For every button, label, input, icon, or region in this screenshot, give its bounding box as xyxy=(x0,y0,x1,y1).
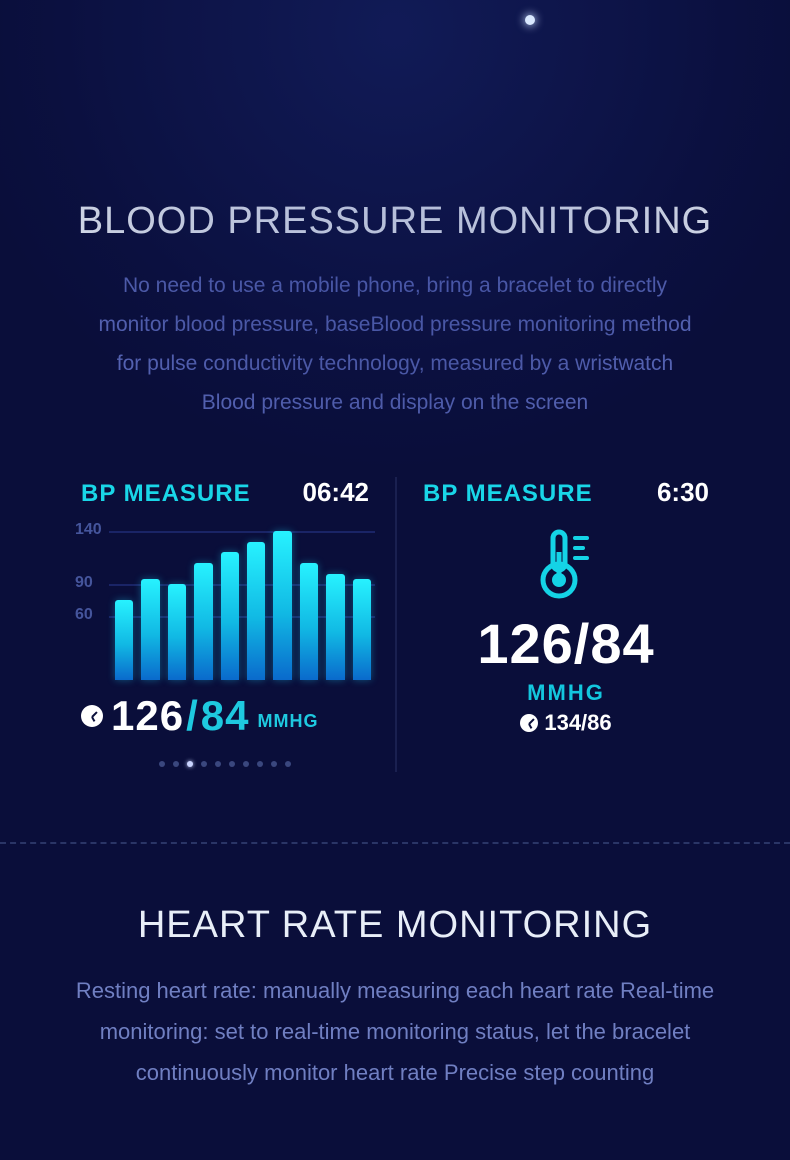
bp-chart-label: BP MEASURE xyxy=(81,480,251,508)
bp-chart-panel: BP MEASURE 06:42 140 90 60 126/84 MMHG xyxy=(55,477,395,772)
y-tick: 90 xyxy=(75,574,93,592)
bp-reading-label: BP MEASURE xyxy=(423,480,593,508)
bar xyxy=(300,563,318,680)
bp-sub-value: 134/86 xyxy=(544,710,611,736)
clock-icon xyxy=(520,714,538,732)
bar xyxy=(247,542,265,681)
pager-dot[interactable] xyxy=(173,761,179,767)
pager-dot[interactable] xyxy=(187,761,193,767)
pager-dot[interactable] xyxy=(229,761,235,767)
bar xyxy=(141,579,159,680)
pager-dot[interactable] xyxy=(257,761,263,767)
pager-dot[interactable] xyxy=(201,761,207,767)
thermometer-icon xyxy=(531,522,601,602)
bp-reading-value: 126/84 xyxy=(111,692,249,740)
bp-diastolic: 84 xyxy=(201,692,250,739)
bp-unit: MMHG xyxy=(257,711,318,740)
y-tick: 140 xyxy=(75,521,102,539)
y-tick: 60 xyxy=(75,606,93,624)
pager-dot[interactable] xyxy=(285,761,291,767)
bp-chart-reading: 126/84 MMHG xyxy=(75,692,375,740)
bp-systolic: 126 xyxy=(111,692,184,739)
bp-sep: / xyxy=(184,692,201,739)
bp-sub-reading: 134/86 xyxy=(417,710,715,736)
pager-dots[interactable] xyxy=(75,754,375,772)
bp-big-reading: 126/84 xyxy=(417,611,715,676)
section-divider xyxy=(0,842,790,844)
bp-chart-time: 06:42 xyxy=(303,477,370,508)
pager-dot[interactable] xyxy=(215,761,221,767)
pager-dot[interactable] xyxy=(243,761,249,767)
heart-rate-section: HEART RATE MONITORING Resting heart rate… xyxy=(0,904,790,1093)
hr-heading: HEART RATE MONITORING xyxy=(0,904,790,947)
bp-chart-header: BP MEASURE 06:42 xyxy=(75,477,375,512)
bar xyxy=(273,531,291,680)
bp-reading-time: 6:30 xyxy=(657,477,709,508)
bp-panels: BP MEASURE 06:42 140 90 60 126/84 MMHG BP … xyxy=(0,477,790,772)
bar xyxy=(221,552,239,680)
bp-big-unit: MMHG xyxy=(417,680,715,706)
bp-bar-chart: 140 90 60 xyxy=(75,520,375,680)
bp-reading-header: BP MEASURE 6:30 xyxy=(417,477,715,512)
bar xyxy=(194,563,212,680)
bar xyxy=(326,574,344,681)
hr-description: Resting heart rate: manually measuring e… xyxy=(75,971,715,1093)
pager-dot[interactable] xyxy=(271,761,277,767)
bar xyxy=(353,579,371,680)
bar xyxy=(115,600,133,680)
clock-icon xyxy=(81,705,103,727)
bp-reading-panel: BP MEASURE 6:30 126/84 MMHG 134/86 xyxy=(395,477,735,772)
bar xyxy=(168,584,186,680)
bars-container xyxy=(115,520,371,680)
pager-dot[interactable] xyxy=(159,761,165,767)
